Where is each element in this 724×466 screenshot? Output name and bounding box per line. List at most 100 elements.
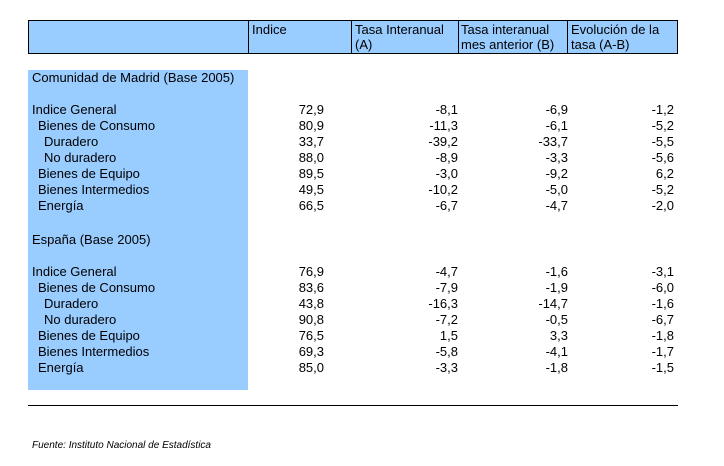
cell-tasa-a: -16,3 <box>428 296 458 311</box>
cell-evolucion: 6,2 <box>655 166 674 181</box>
row-label: Indice General <box>32 102 117 117</box>
cell-indice: 76,9 <box>298 264 324 279</box>
cell-indice: 89,5 <box>298 166 324 181</box>
cell-tasa-b: -1,8 <box>545 360 568 375</box>
cell-tasa-b: -4,7 <box>545 198 568 213</box>
cell-indice: 69,3 <box>298 344 324 359</box>
table-row: Bienes de Equipo 76,5 1,5 3,3 -1,8 <box>0 328 724 344</box>
cell-indice: 43,8 <box>298 296 324 311</box>
cell-evolucion: -1,7 <box>651 344 674 359</box>
header-tasa-interanual-line2: (A) <box>355 37 373 52</box>
cell-evolucion: -6,7 <box>651 312 674 327</box>
cell-tasa-b: -14,7 <box>538 296 568 311</box>
cell-evolucion: -2,0 <box>651 198 674 213</box>
cell-evolucion: -1,6 <box>651 296 674 311</box>
cell-indice: 66,5 <box>298 198 324 213</box>
header-tasa-mes-anterior-line2: mes anterior (B) <box>461 37 555 52</box>
row-label: Energía <box>38 198 84 213</box>
header-divider <box>458 20 459 54</box>
cell-tasa-a: -11,3 <box>429 118 458 133</box>
cell-tasa-a: -8,1 <box>435 102 458 117</box>
table-row: Bienes Intermedios 49,5 -10,2 -5,0 -5,2 <box>0 182 724 198</box>
cell-tasa-a: -3,0 <box>435 166 458 181</box>
cell-tasa-a: -10,2 <box>428 182 458 197</box>
header-divider <box>677 20 678 54</box>
cell-tasa-b: -3,3 <box>545 150 568 165</box>
row-label: Bienes de Consumo <box>38 280 156 295</box>
cell-indice: 85,0 <box>298 360 324 375</box>
cell-indice: 90,8 <box>298 312 324 327</box>
source-note: Fuente: Instituto Nacional de Estadístic… <box>32 440 211 451</box>
cell-indice: 80,9 <box>298 118 324 133</box>
section-title-madrid: Comunidad de Madrid (Base 2005) <box>32 70 235 85</box>
row-label: Duradero <box>44 296 99 311</box>
cell-evolucion: -5,5 <box>651 134 674 149</box>
header-tasa-mes-anterior: Tasa interanual mes anterior (B) <box>461 22 554 52</box>
table-row: Indice General 72,9 -8,1 -6,9 -1,2 <box>0 102 724 118</box>
cell-evolucion: -5,2 <box>651 118 674 133</box>
header-tasa-mes-anterior-line1: Tasa interanual <box>461 22 550 37</box>
table-row: Bienes de Equipo 89,5 -3,0 -9,2 6,2 <box>0 166 724 182</box>
cell-evolucion: -6,0 <box>651 280 674 295</box>
cell-tasa-a: -3,3 <box>435 360 458 375</box>
header-divider <box>28 20 29 54</box>
cell-tasa-b: -9,2 <box>545 166 568 181</box>
header-evolucion: Evolución de la tasa (A-B) <box>571 22 659 52</box>
cell-tasa-a: -5,8 <box>435 344 458 359</box>
row-label: Bienes de Equipo <box>38 328 140 343</box>
header-evolucion-line1: Evolución de la <box>571 22 660 37</box>
cell-tasa-a: -39,2 <box>428 134 458 149</box>
cell-indice: 72,9 <box>298 102 324 117</box>
table-row: Duradero 33,7 -39,2 -33,7 -5,5 <box>0 134 724 150</box>
table-row: Bienes de Consumo 83,6 -7,9 -1,9 -6,0 <box>0 280 724 296</box>
cell-evolucion: -1,8 <box>651 328 674 343</box>
table-row: Energía 85,0 -3,3 -1,8 -1,5 <box>0 360 724 376</box>
cell-tasa-b: 3,3 <box>549 328 568 343</box>
cell-evolucion: -5,2 <box>651 182 674 197</box>
cell-indice: 83,6 <box>298 280 324 295</box>
cell-tasa-b: -6,9 <box>545 102 568 117</box>
table-row: Bienes Intermedios 69,3 -5,8 -4,1 -1,7 <box>0 344 724 360</box>
header-divider <box>248 20 249 54</box>
table-row: No duradero 88,0 -8,9 -3,3 -5,6 <box>0 150 724 166</box>
cell-tasa-b: -1,6 <box>545 264 568 279</box>
header-tasa-interanual: Tasa Interanual (A) <box>355 22 444 52</box>
cell-tasa-a: -8,9 <box>435 150 458 165</box>
cell-indice: 76,5 <box>298 328 324 343</box>
cell-tasa-b: -1,9 <box>545 280 568 295</box>
header-indice: Indice <box>252 22 287 37</box>
cell-tasa-a: -7,2 <box>435 312 458 327</box>
cell-tasa-b: -4,1 <box>545 344 568 359</box>
cell-tasa-a: -7,9 <box>435 280 458 295</box>
section-title-espana: España (Base 2005) <box>32 232 151 247</box>
row-label: Energía <box>38 360 84 375</box>
bottom-rule <box>28 405 678 406</box>
cell-indice: 49,5 <box>298 182 324 197</box>
cell-tasa-a: -6,7 <box>435 198 458 213</box>
header-divider <box>567 20 568 54</box>
label-column-band <box>28 70 248 390</box>
row-label: Bienes de Consumo <box>38 118 156 133</box>
cell-tasa-b: -0,5 <box>545 312 568 327</box>
cell-tasa-b: -6,1 <box>545 118 568 133</box>
row-label: No duradero <box>44 150 117 165</box>
header-tasa-interanual-line1: Tasa Interanual <box>355 22 444 37</box>
header-evolucion-line2: tasa (A-B) <box>571 37 630 52</box>
cell-tasa-a: 1,5 <box>439 328 458 343</box>
cell-evolucion: -3,1 <box>651 264 674 279</box>
cell-tasa-b: -5,0 <box>545 182 568 197</box>
cell-evolucion: -1,2 <box>651 102 674 117</box>
table-row: Indice General 76,9 -4,7 -1,6 -3,1 <box>0 264 724 280</box>
cell-evolucion: -5,6 <box>651 150 674 165</box>
cell-indice: 33,7 <box>298 134 324 149</box>
row-label: No duradero <box>44 312 117 327</box>
header-band <box>28 20 678 54</box>
table-row: Bienes de Consumo 80,9 -11,3 -6,1 -5,2 <box>0 118 724 134</box>
table-row: No duradero 90,8 -7,2 -0,5 -6,7 <box>0 312 724 328</box>
cell-tasa-b: -33,7 <box>538 134 568 149</box>
header-divider <box>351 20 352 54</box>
cell-tasa-a: -4,7 <box>435 264 458 279</box>
row-label: Bienes Intermedios <box>38 344 150 359</box>
cell-evolucion: -1,5 <box>651 360 674 375</box>
